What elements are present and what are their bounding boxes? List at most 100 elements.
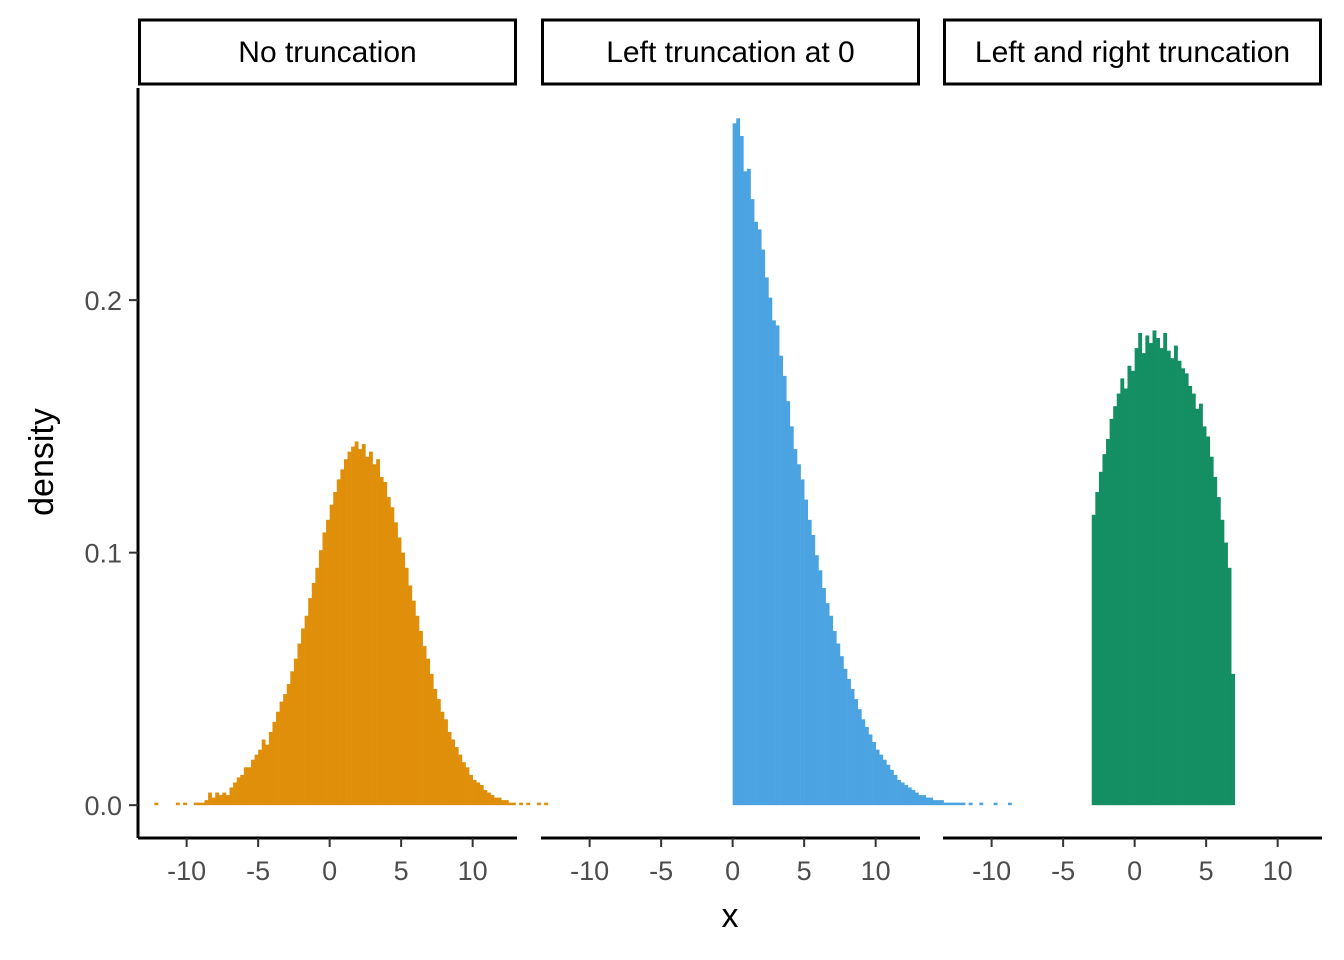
- histogram-bar: [497, 797, 502, 806]
- histogram-bar: [1141, 353, 1146, 806]
- histogram-bar: [537, 802, 541, 806]
- histogram-bar: [847, 678, 851, 806]
- histogram-bar: [1127, 365, 1132, 806]
- histogram-bar: [479, 784, 484, 806]
- histogram-bar: [761, 249, 766, 806]
- histogram-bar: [461, 762, 466, 806]
- histogram-bar: [211, 797, 216, 806]
- histogram-bar: [1188, 385, 1193, 806]
- histogram-bar: [286, 683, 291, 806]
- histogram-bar: [368, 451, 373, 806]
- histogram-bar: [250, 759, 255, 806]
- histogram-bar: [1213, 476, 1218, 806]
- histogram-bar: [864, 726, 869, 806]
- histogram-bar: [372, 464, 377, 806]
- histogram-bar: [832, 630, 837, 806]
- histogram-bar: [854, 699, 859, 806]
- histogram-bar: [154, 802, 159, 806]
- histogram-bar: [1148, 343, 1153, 806]
- histogram-bar: [197, 802, 202, 806]
- histogram-bar: [907, 787, 912, 806]
- histogram-bar: [183, 802, 187, 806]
- histogram-bar: [436, 699, 441, 806]
- histogram-bar: [222, 792, 227, 806]
- histogram-bar: [825, 603, 830, 806]
- histogram-bar: [326, 519, 330, 806]
- histogram-bar: [243, 767, 248, 806]
- histogram-bar: [771, 320, 776, 806]
- histogram-bar: [1098, 471, 1103, 806]
- histogram-bar: [301, 628, 305, 806]
- histogram-bar: [1091, 514, 1096, 806]
- histogram-bar: [904, 784, 909, 806]
- histogram-bar: [422, 646, 427, 806]
- histogram-bar: [376, 459, 381, 806]
- y-tick-label: 0.2: [84, 286, 122, 316]
- histogram-bar: [351, 446, 355, 806]
- histogram-bar: [929, 797, 934, 806]
- histogram-bar: [304, 615, 309, 806]
- x-tick-label: 5: [797, 856, 812, 886]
- histogram-bar: [954, 802, 959, 806]
- x-tick-label: 0: [1127, 856, 1142, 886]
- histogram-bar: [1195, 408, 1200, 806]
- histogram-bar: [458, 754, 463, 806]
- histogram-bar: [1102, 454, 1107, 806]
- histogram-bar: [397, 537, 402, 806]
- histogram-bar: [426, 658, 431, 806]
- x-axis-title: x: [722, 897, 739, 935]
- histogram-bar: [1156, 338, 1160, 806]
- histogram-bar: [258, 749, 263, 806]
- histogram-bar: [308, 598, 313, 806]
- histogram-bar: [993, 802, 998, 806]
- histogram-bar: [943, 802, 948, 806]
- histogram-bar: [236, 777, 241, 806]
- histogram-bar: [800, 479, 805, 806]
- histogram-bar: [875, 749, 880, 806]
- histogram-bar: [804, 499, 809, 806]
- histogram-bar: [1170, 358, 1175, 806]
- histogram-bar: [754, 221, 758, 806]
- histogram-bar: [333, 492, 338, 806]
- histogram-bar: [193, 802, 198, 806]
- histogram-bar: [811, 534, 816, 806]
- x-tick-label: 0: [322, 856, 337, 886]
- facet-panel-3: Left and right truncation -10 -5 0 5 10: [943, 18, 1322, 886]
- panels-layer: No truncation -10 -5 0 5 10 0.0 0.1 0.2 Left trun…: [84, 18, 1322, 886]
- histogram-bars: [732, 118, 1012, 806]
- histogram-bar: [276, 711, 280, 806]
- histogram-bar: [404, 567, 409, 806]
- histogram-bar: [361, 444, 366, 806]
- histogram-bar: [950, 802, 955, 806]
- histogram-bar: [940, 800, 944, 806]
- histogram-bar: [347, 451, 352, 806]
- histogram-bar: [215, 792, 220, 806]
- histogram-bar: [793, 449, 798, 806]
- x-tick-label: 0: [725, 856, 740, 886]
- histogram-bar: [1199, 403, 1203, 806]
- histogram-bar: [526, 802, 531, 806]
- histogram-bar: [218, 795, 223, 806]
- histogram-bar: [1231, 673, 1236, 806]
- histogram-bar: [494, 797, 498, 806]
- histogram-bar: [879, 754, 884, 806]
- histogram-bar: [914, 792, 919, 806]
- histogram-bar: [1220, 519, 1225, 806]
- x-tick-label: -5: [649, 856, 673, 886]
- histogram-bar: [893, 774, 898, 806]
- x-tick-label: -10: [167, 856, 206, 886]
- histogram-bar: [961, 802, 966, 806]
- histogram-bar: [786, 401, 791, 806]
- histogram-bar: [1109, 418, 1114, 806]
- histogram-bar: [311, 582, 316, 806]
- histogram-bar: [261, 739, 266, 806]
- facet-strip-title: Left truncation at 0: [606, 36, 855, 69]
- histogram-bar: [775, 325, 780, 806]
- histogram-bar: [247, 767, 252, 806]
- histogram-bar: [386, 497, 391, 806]
- histogram-bar: [365, 456, 370, 806]
- facet-panel-2: Left truncation at 0 -10 -5 0 5 10: [541, 18, 1012, 886]
- histogram-bar: [968, 802, 973, 806]
- histogram-bar: [850, 689, 855, 806]
- histogram-bars: [154, 441, 549, 806]
